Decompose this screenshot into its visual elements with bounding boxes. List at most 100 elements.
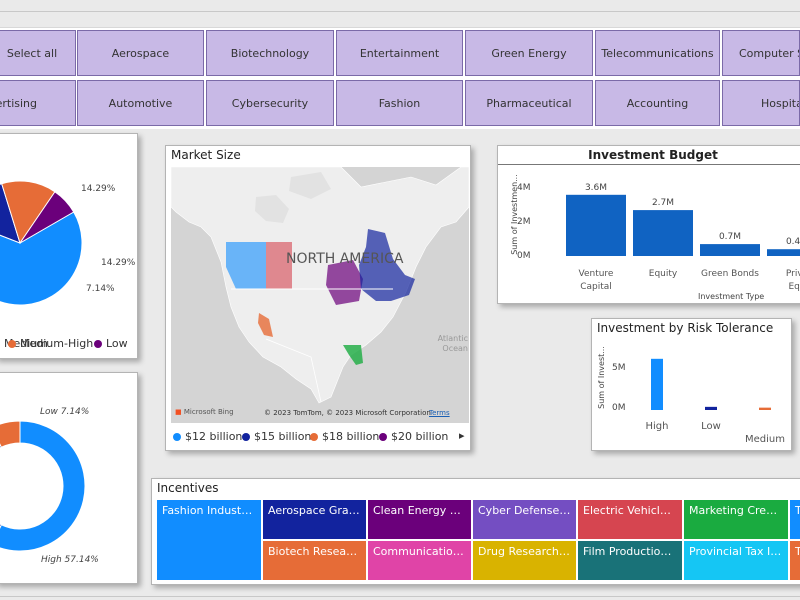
pie-legend-medium-high[interactable]: Medium-High bbox=[8, 337, 93, 350]
map-island bbox=[255, 195, 289, 223]
tile-clean-energy[interactable]: Clean Energy Gra... bbox=[368, 500, 471, 539]
slicer-biotechnology[interactable]: Biotechnology bbox=[206, 30, 334, 76]
slicer-cybersecurity[interactable]: Cybersecurity bbox=[206, 80, 334, 126]
donut-chart-card[interactable]: Low 7.14% High 57.14% bbox=[0, 372, 138, 584]
risk-category-label: Low bbox=[701, 421, 721, 432]
budget-bar-2[interactable] bbox=[700, 244, 760, 256]
map-legend-12b[interactable]: $12 billion bbox=[173, 430, 242, 443]
risk-tolerance-card[interactable]: Investment by Risk Tolerance Sum of Inve… bbox=[591, 318, 792, 451]
tile-fashion-industry[interactable]: Fashion Industry ... bbox=[157, 500, 261, 580]
map-legend-18b[interactable]: $18 billion bbox=[310, 430, 379, 443]
budget-tick: 4M bbox=[517, 183, 531, 193]
legend-dot bbox=[242, 432, 250, 441]
slicer-accounting[interactable]: Accounting bbox=[595, 80, 720, 126]
budget-category-label: Green Bonds bbox=[701, 269, 759, 279]
tile-drug-research[interactable]: Drug Research Gr... bbox=[473, 541, 576, 580]
tile-overflow-bottom[interactable]: To... bbox=[790, 541, 800, 580]
budget-category-label: Equ bbox=[788, 282, 800, 292]
budget-bar-3[interactable] bbox=[767, 249, 800, 256]
map-region-blue[interactable] bbox=[226, 242, 266, 289]
slicer-telecommunications[interactable]: Telecommunications bbox=[595, 30, 720, 76]
map-region-navy[interactable] bbox=[359, 229, 415, 301]
map-land bbox=[171, 167, 469, 404]
map-legend-20b[interactable]: $20 billion bbox=[379, 430, 448, 443]
slicer-label: Automotive bbox=[108, 96, 173, 110]
slicer-advertising[interactable]: Advertising bbox=[0, 80, 76, 126]
slicer-pharmaceutical[interactable]: Pharmaceutical bbox=[465, 80, 593, 126]
slicer-automotive[interactable]: Automotive bbox=[77, 80, 204, 126]
slicer-computer-software[interactable]: Computer Software bbox=[722, 30, 800, 76]
budget-tick: 0M bbox=[517, 251, 531, 261]
slicer-label: Entertainment bbox=[359, 46, 440, 60]
slicer-entertainment[interactable]: Entertainment bbox=[336, 30, 463, 76]
map-border bbox=[265, 338, 322, 403]
pie-label-1: 14.29% bbox=[81, 184, 116, 194]
legend-next-icon[interactable]: ▸ bbox=[459, 429, 465, 442]
risk-bar-1[interactable] bbox=[705, 406, 717, 410]
incentives-card[interactable]: Incentives Fashion Industry ... Aerospac… bbox=[151, 478, 800, 585]
market-size-title: Market Size bbox=[171, 148, 241, 162]
tile-marketing-credits[interactable]: Marketing Credits bbox=[684, 500, 788, 539]
tile-overflow-top[interactable]: Te... bbox=[790, 500, 800, 539]
windows-logo-icon: ■ bbox=[175, 408, 182, 416]
map-region-orange[interactable] bbox=[258, 313, 273, 337]
tile-provincial-tax[interactable]: Provincial Tax Inc... bbox=[684, 541, 788, 580]
donut-chart[interactable] bbox=[0, 373, 138, 584]
legend-label: $20 billion bbox=[391, 430, 449, 443]
slicer-aerospace[interactable]: Aerospace bbox=[77, 30, 204, 76]
slicer-hospitality[interactable]: Hospitality bbox=[722, 80, 800, 126]
market-size-card[interactable]: Market Size NORTH AMERICA Atlantic Ocean… bbox=[165, 145, 471, 451]
risk-bar-0[interactable] bbox=[651, 358, 663, 410]
investment-budget-card[interactable]: Investment Budget Sum of Investmen... 4M… bbox=[497, 145, 800, 304]
pie-slice-3[interactable] bbox=[19, 191, 75, 244]
slicer-green-energy[interactable]: Green Energy bbox=[465, 30, 593, 76]
slicer-label: Green Energy bbox=[491, 46, 567, 60]
budget-tick: 2M bbox=[517, 217, 531, 227]
slicer-label: Pharmaceutical bbox=[486, 96, 572, 110]
pie-slice-0[interactable] bbox=[0, 211, 83, 306]
risk-tolerance-title: Investment by Risk Tolerance bbox=[597, 321, 774, 335]
budget-category-label: Priva bbox=[786, 269, 800, 279]
risk-bar-2[interactable] bbox=[759, 407, 771, 410]
donut-slice-0[interactable] bbox=[0, 420, 86, 552]
pie-label-3: 7.14% bbox=[86, 284, 115, 294]
map-region-red[interactable] bbox=[266, 242, 292, 289]
slicer-label: Fashion bbox=[378, 96, 421, 110]
pie-chart[interactable] bbox=[0, 134, 138, 359]
map-legend-15b[interactable]: $15 billion bbox=[242, 430, 311, 443]
pie-legend-medium[interactable]: Medium bbox=[0, 337, 48, 350]
pie-slice-2[interactable] bbox=[1, 180, 56, 245]
tile-electric-vehicle[interactable]: Electric Vehicle G... bbox=[578, 500, 682, 539]
legend-dot bbox=[173, 432, 181, 441]
map-region-green[interactable] bbox=[343, 345, 363, 365]
risk-category-label: High bbox=[646, 421, 669, 432]
slicer-label: Accounting bbox=[626, 96, 689, 110]
legend-label: Medium-High bbox=[20, 337, 94, 350]
donut-slice-2[interactable] bbox=[0, 420, 21, 448]
risk-bar-chart[interactable]: High Low Medium bbox=[592, 319, 792, 451]
map-copyright: © 2023 TomTom, © 2023 Microsoft Corporat… bbox=[264, 409, 431, 417]
budget-category-label: Venture bbox=[579, 269, 614, 279]
pie-legend-low[interactable]: Low bbox=[94, 337, 128, 350]
tile-film-production[interactable]: Film Production I... bbox=[578, 541, 682, 580]
legend-label: Medium bbox=[4, 337, 48, 350]
map-continent-label: NORTH AMERICA bbox=[286, 251, 404, 267]
budget-bar-chart[interactable]: 3.6M Venture Capital 2.7M Equity 0.7M Green Bo… bbox=[498, 146, 800, 304]
budget-bar-0[interactable] bbox=[566, 194, 626, 256]
tile-biotech-research[interactable]: Biotech Research... bbox=[263, 541, 366, 580]
slicer-select-all[interactable]: Select all bbox=[0, 30, 76, 76]
map-terms-link[interactable]: Terms bbox=[429, 409, 450, 417]
tile-aerospace-grants[interactable]: Aerospace Grants bbox=[263, 500, 366, 539]
tile-cyber-defense[interactable]: Cyber Defense Gr... bbox=[473, 500, 576, 539]
budget-bar-1[interactable] bbox=[633, 210, 693, 256]
top-divider bbox=[0, 11, 800, 12]
map-region-purple[interactable] bbox=[326, 260, 363, 305]
market-size-map[interactable] bbox=[171, 167, 469, 423]
tile-communication[interactable]: Communication ... bbox=[368, 541, 471, 580]
pie-chart-card[interactable]: 14.29% 14.29% 7.14% Medium Medium-High L… bbox=[0, 133, 138, 359]
legend-label: $12 billion bbox=[185, 430, 243, 443]
risk-category-label: Medium bbox=[745, 434, 785, 445]
legend-dot bbox=[310, 432, 318, 441]
slicer-label: Biotechnology bbox=[230, 46, 310, 60]
slicer-fashion[interactable]: Fashion bbox=[336, 80, 463, 126]
